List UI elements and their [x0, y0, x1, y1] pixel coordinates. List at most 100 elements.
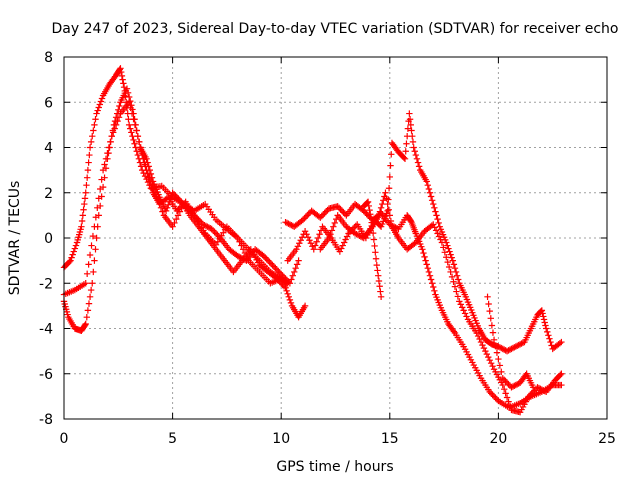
data-series [60, 65, 565, 416]
data-point [89, 280, 96, 287]
data-point [443, 254, 450, 261]
data-point [169, 189, 176, 196]
data-point [438, 239, 446, 246]
data-point [319, 211, 327, 218]
data-point [83, 313, 91, 321]
data-point [408, 127, 415, 134]
data-point [495, 355, 502, 363]
data-point [293, 261, 301, 268]
data-point [512, 381, 519, 389]
data-point [174, 212, 182, 219]
data-point [538, 307, 546, 314]
y-tick-label: -6 [39, 367, 53, 383]
data-point [535, 384, 543, 392]
data-point [445, 263, 453, 271]
data-point [81, 195, 89, 202]
data-point [377, 204, 385, 212]
data-point [280, 274, 288, 281]
y-tick-label: -8 [39, 412, 53, 428]
data-point [117, 68, 125, 76]
data-point [367, 215, 375, 222]
data-point [86, 144, 94, 151]
chart-title: Day 247 of 2023, Sidereal Day-to-day VTE… [52, 21, 619, 37]
data-point [450, 261, 458, 268]
data-point [447, 251, 454, 258]
data-point [278, 280, 285, 287]
data-point [282, 284, 289, 291]
data-point [99, 166, 107, 174]
data-point [487, 315, 494, 322]
data-point [372, 249, 379, 256]
data-point [461, 310, 469, 317]
data-point [269, 261, 276, 269]
series-track-d [136, 144, 309, 321]
data-point [136, 138, 143, 146]
data-point [490, 393, 498, 400]
data-point [423, 178, 430, 185]
data-point [310, 246, 317, 253]
data-point [123, 85, 131, 92]
data-point [499, 345, 506, 353]
data-point [352, 222, 359, 230]
data-point [301, 215, 308, 222]
data-point [440, 244, 447, 251]
data-point [542, 322, 549, 329]
data-point [144, 159, 151, 166]
data-point [401, 155, 409, 163]
data-point [425, 268, 433, 276]
data-point [124, 89, 132, 97]
data-point [173, 207, 181, 215]
data-point [509, 344, 517, 352]
data-point [157, 204, 165, 212]
data-point [385, 185, 393, 192]
data-point [84, 166, 92, 174]
data-point [488, 322, 496, 329]
data-point [67, 257, 74, 264]
data-point [330, 223, 337, 230]
data-point [545, 332, 552, 339]
data-point [83, 270, 91, 278]
data-point [238, 242, 245, 249]
data-point [129, 132, 136, 140]
data-point [85, 159, 92, 166]
data-point [422, 257, 429, 264]
data-point [359, 234, 366, 241]
data-point [433, 212, 440, 219]
data-point [487, 359, 495, 367]
data-point [484, 293, 491, 301]
data-point [400, 154, 408, 161]
data-point [503, 394, 511, 401]
data-point [120, 80, 127, 87]
data-point [72, 242, 80, 249]
data-point [502, 390, 509, 397]
data-point [376, 283, 383, 290]
data-point [82, 320, 89, 328]
data-point [431, 287, 438, 294]
y-tick-label: -4 [39, 322, 53, 338]
data-point [351, 230, 359, 237]
data-point [474, 332, 482, 340]
data-point [92, 246, 99, 253]
data-point [450, 328, 458, 335]
data-point [97, 185, 104, 193]
data-point [146, 166, 153, 174]
data-point [452, 268, 460, 276]
data-point [424, 264, 432, 272]
data-point [120, 83, 128, 91]
data-point [286, 280, 294, 287]
data-point [108, 132, 115, 140]
data-point [90, 127, 97, 134]
data-point [500, 346, 508, 353]
data-point [96, 101, 104, 108]
data-point [412, 151, 420, 159]
data-point [499, 381, 506, 389]
data-point [140, 169, 147, 177]
data-point [66, 258, 73, 265]
data-point [68, 254, 75, 261]
data-point [285, 293, 293, 301]
data-point [105, 144, 113, 151]
data-point [95, 104, 102, 111]
data-point [366, 206, 373, 214]
data-point [430, 283, 437, 291]
